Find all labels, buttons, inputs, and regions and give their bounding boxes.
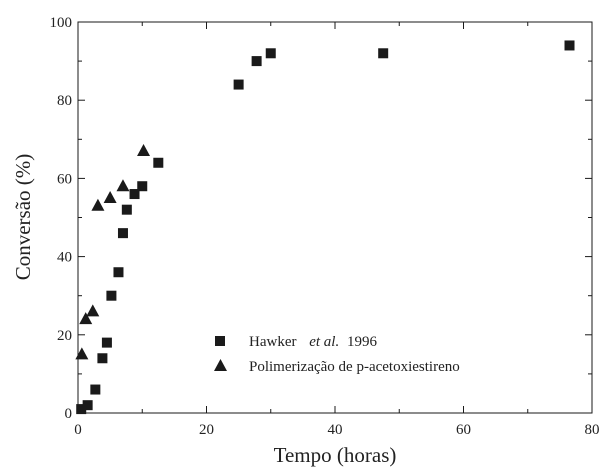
data-points bbox=[75, 40, 575, 415]
x-tick-label: 20 bbox=[199, 422, 214, 438]
x-tick-label: 80 bbox=[585, 422, 600, 438]
x-axis-ticks bbox=[77, 22, 593, 413]
square-data-point bbox=[564, 40, 575, 51]
triangle-data-point bbox=[116, 179, 130, 192]
y-tick-label: 0 bbox=[65, 406, 73, 422]
y-tick-label: 40 bbox=[57, 250, 72, 266]
y-axis-title: Conversão (%) bbox=[11, 154, 35, 281]
legend: Hawker et al. 1996 Polimerização de p-ac… bbox=[214, 334, 460, 375]
square-data-point bbox=[113, 267, 124, 278]
square-data-point bbox=[153, 157, 164, 168]
triangle-data-point bbox=[91, 198, 105, 211]
y-tick-label: 20 bbox=[57, 328, 72, 344]
square-data-point bbox=[121, 204, 132, 215]
legend-entry-2: Polimerização de p-acetoxiestireno bbox=[249, 359, 460, 375]
legend-entry-1-year: 1996 bbox=[347, 334, 378, 350]
x-tick-label: 40 bbox=[328, 422, 343, 438]
legend-entry-1-etal: et al. bbox=[309, 334, 339, 350]
x-axis-tick-labels: 0 20 40 60 80 bbox=[74, 422, 599, 438]
square-data-point bbox=[265, 48, 276, 59]
square-data-point bbox=[76, 404, 87, 415]
y-axis-ticks bbox=[78, 21, 592, 414]
triangle-data-point bbox=[75, 347, 89, 360]
y-axis-tick-labels: 0 20 40 60 80 100 bbox=[50, 15, 73, 422]
y-tick-label: 60 bbox=[57, 171, 72, 187]
triangle-data-point bbox=[137, 144, 151, 157]
square-data-point bbox=[106, 290, 117, 301]
legend-entry-1: Hawker et al. 1996 bbox=[249, 334, 377, 350]
x-axis-title: Tempo (horas) bbox=[274, 443, 397, 467]
legend-entry-1-author: Hawker bbox=[249, 334, 296, 350]
square-data-point bbox=[137, 181, 148, 192]
y-tick-label: 80 bbox=[57, 93, 72, 109]
square-data-point bbox=[101, 337, 112, 348]
triangle-data-point bbox=[79, 312, 93, 325]
x-tick-label: 60 bbox=[456, 422, 471, 438]
square-data-point bbox=[251, 56, 262, 67]
legend-triangle-marker bbox=[214, 359, 227, 371]
x-tick-label: 0 bbox=[74, 422, 82, 438]
square-data-point bbox=[233, 79, 244, 90]
legend-square-marker bbox=[215, 336, 225, 346]
square-data-point bbox=[129, 189, 140, 200]
triangle-data-point bbox=[103, 190, 117, 203]
y-tick-label: 100 bbox=[50, 15, 73, 31]
square-data-point bbox=[117, 228, 128, 239]
square-data-point bbox=[90, 384, 101, 395]
square-data-point bbox=[97, 353, 108, 364]
square-data-point bbox=[378, 48, 389, 59]
triangle-data-point bbox=[86, 304, 100, 317]
square-data-point bbox=[82, 400, 93, 411]
